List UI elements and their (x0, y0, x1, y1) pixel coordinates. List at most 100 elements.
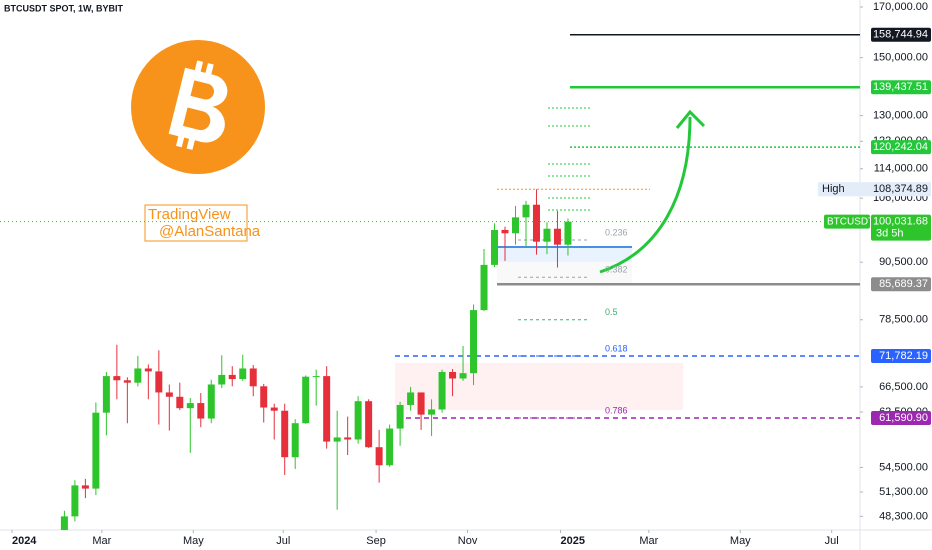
price-level-tag (871, 410, 931, 425)
high-tag (818, 182, 931, 197)
target-ladder (548, 107, 590, 211)
projection-arrowhead (675, 109, 706, 129)
x-tick-label: Jul (825, 535, 839, 547)
candle-body (511, 217, 519, 234)
candle-body (312, 376, 320, 378)
price-level-label: 139,437.51 (873, 81, 928, 93)
candle-body (260, 386, 268, 408)
candle-body (155, 371, 163, 393)
candle-body (553, 228, 561, 245)
candle-body (165, 392, 173, 397)
candle-body (459, 373, 467, 379)
symbol-label: BTCUSDT (827, 216, 874, 227)
high-label: High (822, 183, 845, 195)
candle-body (186, 403, 194, 409)
candle-body (375, 447, 383, 466)
candle-body (417, 392, 425, 415)
fib-label: 0.5 (605, 307, 618, 317)
y-tick-label: 90,500.00 (879, 256, 928, 268)
candle-body (291, 423, 299, 458)
candle-body (428, 409, 436, 415)
last-price-tag (871, 214, 931, 241)
y-tick-label: 78,500.00 (879, 314, 928, 326)
fib-label: 0.786 (605, 405, 628, 415)
candle-body (218, 374, 226, 385)
candle-body (60, 516, 68, 530)
candle-body (197, 403, 205, 419)
price-level-label: 71,782.19 (879, 350, 928, 362)
fib-zone (497, 247, 632, 262)
fib-zone (497, 262, 632, 284)
candle-body (92, 412, 100, 489)
bitcoin-logo (131, 40, 265, 174)
candle-body (302, 376, 310, 424)
x-tick-label: Nov (458, 535, 478, 547)
x-tick-label: Sep (366, 535, 386, 547)
price-level-tag (871, 348, 931, 363)
candle-body (501, 229, 509, 234)
last-price-label: 100,031.68 (873, 216, 928, 228)
candle-body (386, 428, 394, 466)
x-tick-label: 2025 (561, 535, 585, 547)
candle-body (532, 204, 540, 242)
price-level-label: 85,689.37 (879, 278, 928, 290)
candle-body (228, 374, 236, 380)
countdown-label: 3d 5h (876, 228, 904, 240)
candle-body (438, 371, 446, 410)
candle-body (71, 485, 79, 517)
y-tick-label: 66,500.00 (879, 381, 928, 393)
candle-body (123, 380, 131, 383)
candle-body (470, 310, 478, 374)
candle-body (480, 264, 488, 311)
y-tick-label: 114,000.00 (874, 163, 928, 175)
candle-body (396, 404, 404, 429)
candle-body (323, 376, 331, 442)
watermark: @AlanSantana (159, 223, 261, 240)
symbol-tag (824, 214, 870, 229)
candle-body (207, 384, 215, 419)
x-tick-label: 2024 (12, 535, 37, 547)
candle-body (354, 401, 362, 440)
symbol-header: BTCUSDT SPOT, 1W, BYBIT (4, 3, 124, 13)
candle-body (144, 368, 152, 372)
candle-body (449, 371, 457, 379)
x-tick-label: May (730, 535, 751, 547)
candle-body (281, 410, 289, 458)
price-level-label: 158,744.94 (873, 29, 928, 41)
candle-body (134, 368, 142, 383)
demand-zone (395, 363, 683, 410)
price-level-tag (871, 80, 931, 95)
watermark: TradingView (148, 206, 231, 223)
price-level-tag (871, 277, 931, 292)
x-tick-label: May (183, 535, 204, 547)
price-level-tag (871, 27, 931, 42)
y-tick-label: 51,300.00 (879, 486, 928, 498)
price-level-label: 61,590.90 (879, 412, 928, 424)
candle-body (81, 485, 89, 489)
candle-body (564, 221, 572, 245)
candle-body (270, 407, 278, 411)
candle-body (102, 376, 110, 413)
y-tick-label: 48,300.00 (879, 510, 928, 522)
candle-body (239, 368, 247, 380)
candle-body (491, 229, 499, 265)
candle-body (113, 376, 121, 381)
fib-label: 0.236 (605, 227, 628, 237)
y-tick-label: 170,000.00 (873, 1, 928, 13)
candle-body (365, 401, 373, 448)
y-tick-label: 150,000.00 (873, 52, 928, 64)
candle-body (249, 368, 257, 387)
candle-body (522, 204, 530, 218)
watermark-box (144, 204, 248, 242)
x-tick-label: Mar (639, 535, 658, 547)
projection-arrow (599, 116, 692, 274)
price-level-label: 120,242.04 (873, 141, 928, 153)
fib-label: 0.618 (605, 343, 628, 353)
price-level-tag (871, 140, 931, 155)
candle-body (333, 437, 341, 442)
y-tick-label: 130,000.00 (873, 109, 928, 121)
x-tick-label: Jul (276, 535, 290, 547)
candle-body (407, 392, 415, 405)
high-value: 108,374.89 (873, 183, 928, 195)
